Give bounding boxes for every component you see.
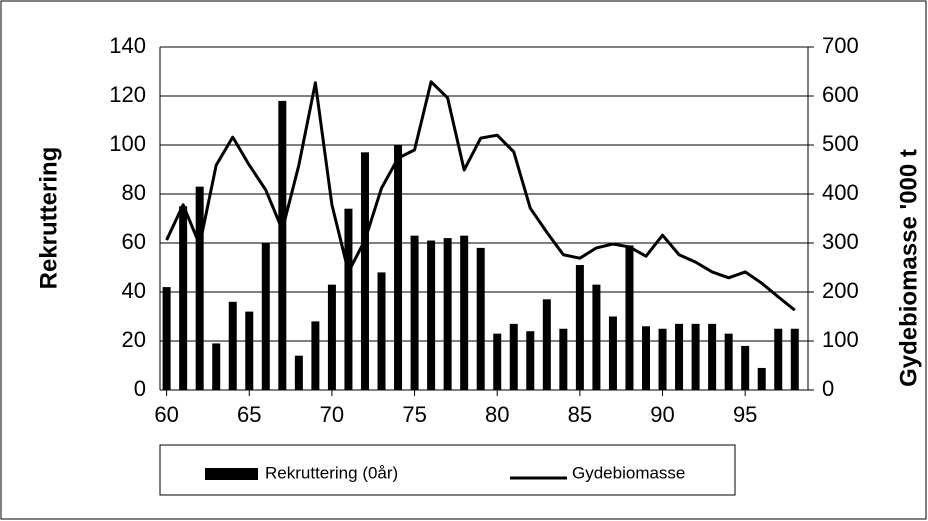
- bar: [311, 321, 320, 390]
- x-tick-label: 95: [733, 402, 757, 427]
- bar: [294, 355, 303, 390]
- bar: [542, 299, 551, 390]
- bar: [162, 287, 171, 390]
- y2-tick-label: 400: [822, 180, 859, 205]
- bar: [179, 206, 188, 390]
- y2-tick-label: 600: [822, 82, 859, 107]
- line: [165, 80, 796, 312]
- y-tick-label: 60: [122, 229, 146, 254]
- bar: [228, 301, 237, 390]
- bar: [642, 326, 650, 390]
- bar: [790, 328, 799, 390]
- y-tick-label: 0: [134, 376, 146, 401]
- x-tick-label: 85: [568, 402, 592, 427]
- bar: [443, 238, 452, 390]
- y2-tick-label: 100: [822, 327, 859, 352]
- x-tick-label: 60: [154, 402, 178, 427]
- x-tick-label: 75: [402, 402, 426, 427]
- y-tick-label: 40: [122, 278, 146, 303]
- bar: [278, 100, 287, 391]
- bar: [559, 328, 568, 390]
- bar: [757, 367, 766, 390]
- legend-swatch: [205, 468, 258, 480]
- x-tick-label: 65: [237, 402, 261, 427]
- bar: [724, 333, 733, 390]
- bar: [460, 235, 469, 390]
- bar: [245, 311, 254, 390]
- bar: [410, 235, 419, 390]
- bar: [658, 328, 667, 390]
- bar: [608, 316, 617, 390]
- bar: [774, 328, 783, 390]
- y2-tick-label: 0: [822, 376, 834, 401]
- y2-tick-label: 700: [822, 33, 859, 58]
- y2-axis-label: Gydebiomasse '000 t: [895, 149, 922, 387]
- legend-label: Rekruttering (0år): [265, 463, 398, 482]
- y-tick-label: 80: [122, 180, 146, 205]
- bar: [575, 265, 584, 390]
- y-tick-label: 20: [122, 327, 146, 352]
- bar: [708, 323, 717, 390]
- bar: [625, 245, 634, 390]
- y-axis-label: Rekruttering: [35, 147, 62, 290]
- y2-tick-label: 500: [822, 131, 859, 156]
- y2-tick-label: 300: [822, 229, 859, 254]
- bar: [344, 208, 353, 390]
- bar: [261, 243, 270, 390]
- bar: [360, 152, 369, 390]
- bar: [509, 323, 518, 390]
- bar: [427, 240, 436, 390]
- bar: [526, 331, 535, 390]
- y-tick-label: 100: [109, 131, 146, 156]
- legend-label: Gydebiomasse: [572, 463, 685, 482]
- bar: [476, 247, 485, 390]
- bar: [592, 284, 601, 390]
- bar: [493, 333, 502, 390]
- y2-tick-label: 200: [822, 278, 859, 303]
- y-tick-label: 140: [109, 33, 146, 58]
- bar: [212, 343, 221, 390]
- x-tick-label: 90: [650, 402, 674, 427]
- x-tick-label: 80: [485, 402, 509, 427]
- x-tick-label: 70: [320, 402, 344, 427]
- bar: [377, 272, 386, 390]
- bar: [394, 145, 403, 390]
- bar: [327, 284, 336, 390]
- bar: [741, 345, 750, 390]
- bar: [675, 323, 684, 390]
- bar: [691, 323, 700, 390]
- y-tick-label: 120: [109, 82, 146, 107]
- bar: [195, 186, 204, 390]
